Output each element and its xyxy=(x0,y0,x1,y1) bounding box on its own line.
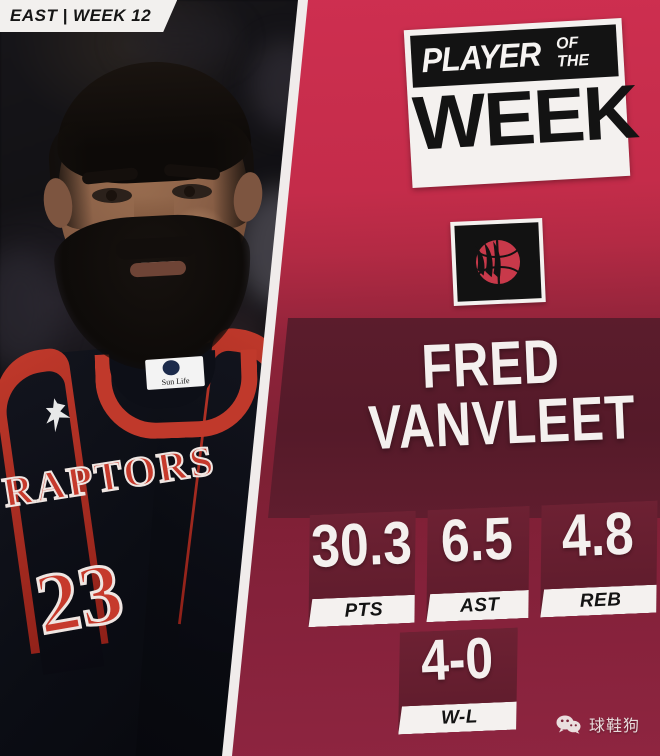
stat-label-pts-bar: PTS xyxy=(307,595,420,628)
stat-label-reb-bar: REB xyxy=(539,584,660,617)
stat-label-ast: AST xyxy=(459,594,500,617)
conference-week-banner: EAST | WEEK 12 xyxy=(0,0,177,32)
eye-right xyxy=(172,184,212,199)
badge-of-word: OF xyxy=(555,34,579,53)
lips xyxy=(129,260,187,278)
banner-label: EAST | WEEK 12 xyxy=(10,6,152,25)
wechat-icon xyxy=(556,715,581,734)
watermark: 球鞋狗 xyxy=(556,712,640,736)
stat-cell-record: 4-0 W-L xyxy=(394,627,522,734)
player-name: FRED VANVLEET xyxy=(334,327,650,463)
stats-row: 30.3 PTS 6.5 AST 4.8 REB xyxy=(298,501,660,628)
stat-label-reb: REB xyxy=(579,589,622,612)
sun-life-label: Sun Life xyxy=(161,376,190,387)
team-logo-inner xyxy=(454,222,542,302)
player-last-name: VANVLEET xyxy=(367,382,638,463)
stat-cell-pts: 30.3 PTS xyxy=(304,511,421,628)
sun-life-sponsor-patch: Sun Life xyxy=(145,356,205,390)
eye-left xyxy=(92,188,132,203)
record-label-bar: W-L xyxy=(397,701,522,734)
badge-of-the-stack: OF THE xyxy=(555,34,590,71)
record-value: 4-0 xyxy=(419,625,495,694)
stat-cell-ast: 6.5 AST xyxy=(422,506,535,622)
stat-value-ast: 6.5 xyxy=(439,504,515,575)
name-backdrop-band xyxy=(268,318,660,518)
badge-the-word: THE xyxy=(556,51,590,71)
mustache xyxy=(115,235,197,261)
badge-player-word: PLAYER xyxy=(420,35,542,81)
watermark-text: 球鞋狗 xyxy=(589,718,641,735)
badge-week-word: WEEK xyxy=(410,69,640,167)
stat-label-pts: PTS xyxy=(344,599,384,622)
stat-cell-reb: 4.8 REB xyxy=(536,501,660,618)
record-label: W-L xyxy=(440,706,479,729)
stat-label-ast-bar: AST xyxy=(425,590,534,622)
stat-value-reb: 4.8 xyxy=(560,499,636,570)
team-logo-box xyxy=(450,218,546,306)
raptors-basketball-claw-icon xyxy=(475,239,520,285)
stat-value-pts: 30.3 xyxy=(309,508,413,581)
jersey-number: 23 xyxy=(27,542,131,654)
player-of-the-week-badge: PLAYER OF THE WEEK xyxy=(403,18,640,188)
sun-life-globe-icon xyxy=(162,359,181,376)
